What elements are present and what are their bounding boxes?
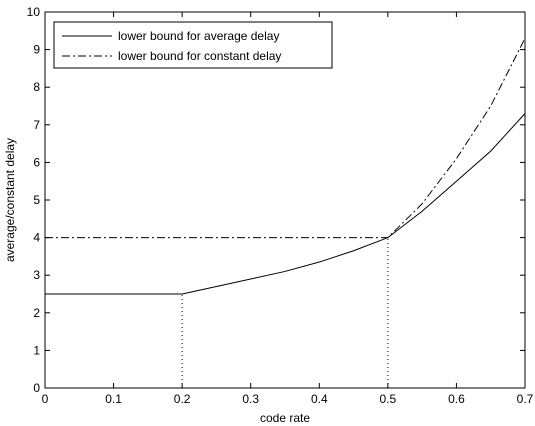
y-tick-label: 0 (33, 381, 40, 395)
y-tick-label: 2 (33, 306, 40, 320)
x-tick-label: 0 (42, 392, 49, 406)
legend-label-constant-delay: lower bound for constant delay (118, 49, 281, 63)
y-tick-label: 5 (33, 193, 40, 207)
series-line-0 (45, 113, 526, 295)
y-axis-label: average/constant delay (3, 138, 17, 262)
plot-area (45, 12, 525, 388)
x-tick-label: 0.7 (517, 392, 534, 406)
y-tick-label: 1 (33, 343, 40, 357)
x-tick-label: 0.2 (174, 392, 191, 406)
y-tick-label: 3 (33, 268, 40, 282)
series-lines (45, 38, 526, 295)
legend-box (53, 21, 333, 69)
y-tick-label: 10 (27, 5, 41, 19)
x-axis-ticks: 0 0.1 0.2 0.3 0.4 0.5 0.6 0.7 (42, 12, 534, 406)
y-tick-label: 7 (33, 118, 40, 132)
x-tick-label: 0.3 (242, 392, 259, 406)
y-tick-label: 6 (33, 155, 40, 169)
x-axis-label: code rate (260, 411, 310, 425)
x-tick-label: 0.1 (105, 392, 122, 406)
legend: lower bound for average delay lower boun… (53, 21, 333, 69)
y-tick-label: 4 (33, 231, 40, 245)
y-tick-label: 9 (33, 43, 40, 57)
legend-label-average-delay: lower bound for average delay (118, 29, 279, 43)
x-tick-label: 0.6 (448, 392, 465, 406)
x-tick-label: 0.5 (380, 392, 397, 406)
x-tick-label: 0.4 (311, 392, 328, 406)
y-tick-label: 8 (33, 80, 40, 94)
y-axis-ticks: 0 1 2 3 4 5 6 7 8 9 10 (27, 5, 525, 395)
series-line-1 (45, 38, 526, 239)
